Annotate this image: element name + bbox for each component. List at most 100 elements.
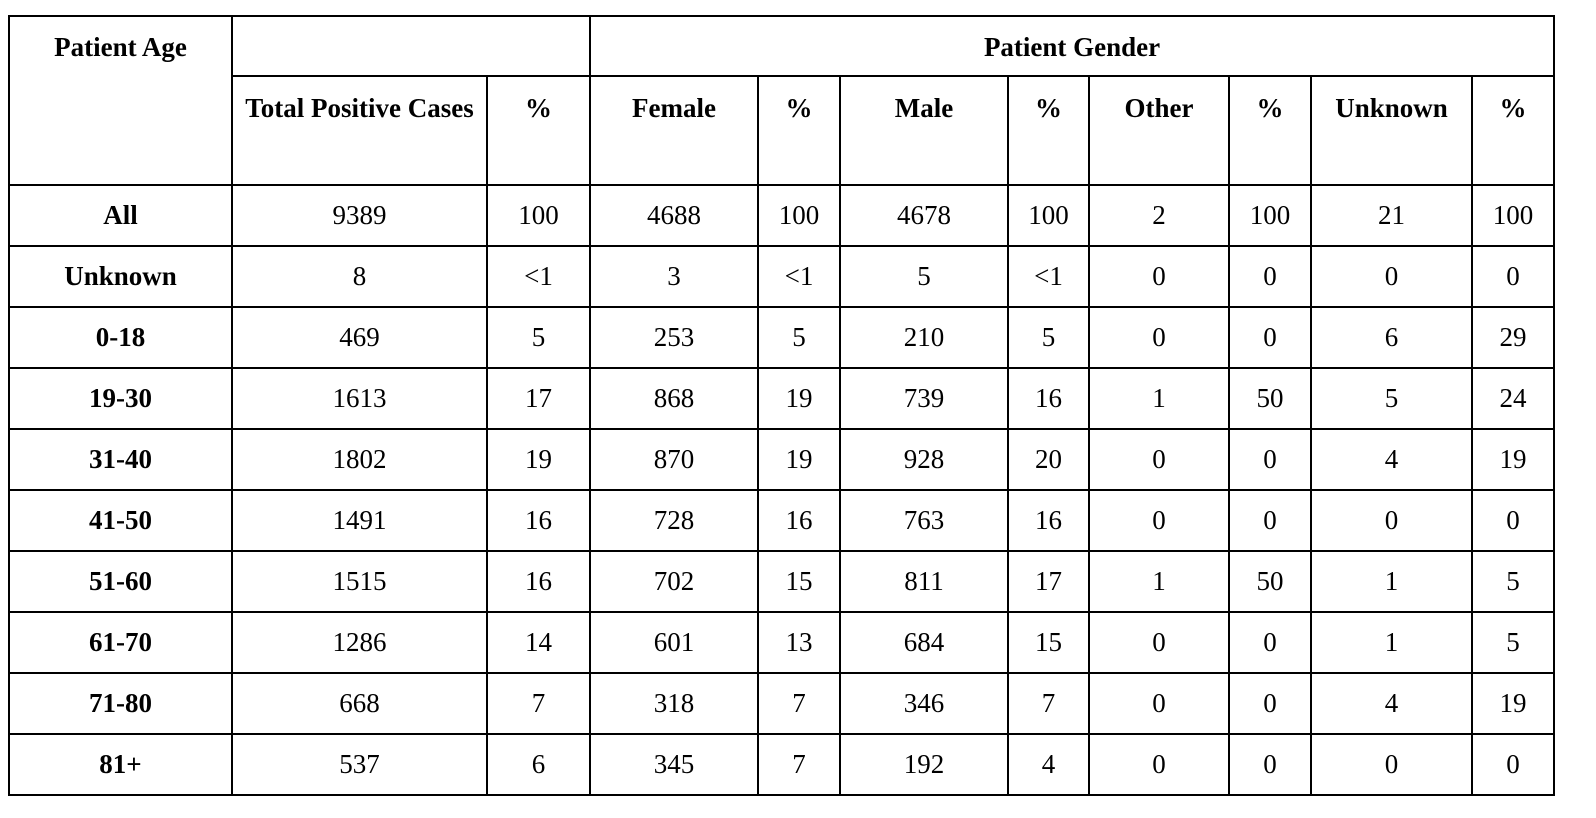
cell: 16 xyxy=(1007,489,1090,552)
data-row: Unknown 8 <1 3 <1 5 <1 0 0 0 0 xyxy=(8,245,1556,308)
cell: 16 xyxy=(486,489,591,552)
cell: 17 xyxy=(486,367,591,430)
cell: 20 xyxy=(1007,428,1090,491)
row-label: 81+ xyxy=(8,733,233,796)
cell: 469 xyxy=(231,306,488,369)
cell: 0 xyxy=(1088,428,1230,491)
cell: 100 xyxy=(486,184,591,247)
cell: 684 xyxy=(839,611,1009,674)
cell: 24 xyxy=(1470,367,1556,430)
cell: 1613 xyxy=(231,367,488,430)
cell: 0 xyxy=(1228,306,1312,369)
column-header: % xyxy=(1007,75,1090,186)
data-row: 31-40 1802 19 870 19 928 20 0 0 4 19 xyxy=(8,428,1556,491)
cell: 100 xyxy=(1228,184,1312,247)
cell: 0 xyxy=(1088,245,1230,308)
row-label: 71-80 xyxy=(8,672,233,735)
cell: 0 xyxy=(1228,733,1312,796)
data-row: All 9389 100 4688 100 4678 100 2 100 21 100 xyxy=(8,184,1556,247)
cell: <1 xyxy=(757,245,841,308)
cell: 5 xyxy=(757,306,841,369)
cell: 5 xyxy=(1470,550,1556,613)
cell: 0 xyxy=(1088,306,1230,369)
table-body: Patient Age Patient Gender Total Positiv… xyxy=(8,15,1556,796)
cell: 6 xyxy=(486,733,591,796)
cell: 870 xyxy=(589,428,759,491)
cell: 1 xyxy=(1310,550,1473,613)
cell: 29 xyxy=(1470,306,1556,369)
cell: 16 xyxy=(757,489,841,552)
row-label: 0-18 xyxy=(8,306,233,369)
cell: 1286 xyxy=(231,611,488,674)
cell: 253 xyxy=(589,306,759,369)
empty-header xyxy=(231,15,591,77)
column-header: Unknown xyxy=(1310,75,1473,186)
row-label: All xyxy=(8,184,233,247)
cell: 15 xyxy=(1007,611,1090,674)
cell: <1 xyxy=(486,245,591,308)
cell: 4678 xyxy=(839,184,1009,247)
cell: 537 xyxy=(231,733,488,796)
cell: 763 xyxy=(839,489,1009,552)
cell: 2 xyxy=(1088,184,1230,247)
cell: 739 xyxy=(839,367,1009,430)
cell: 702 xyxy=(589,550,759,613)
cell: 7 xyxy=(757,733,841,796)
cell: 0 xyxy=(1228,672,1312,735)
cell: 5 xyxy=(839,245,1009,308)
cell: 601 xyxy=(589,611,759,674)
cell: 7 xyxy=(757,672,841,735)
cell: 1491 xyxy=(231,489,488,552)
cell: 7 xyxy=(1007,672,1090,735)
cell: 19 xyxy=(757,367,841,430)
cell: 100 xyxy=(1470,184,1556,247)
cell: 0 xyxy=(1088,611,1230,674)
cell: 19 xyxy=(486,428,591,491)
cell: 8 xyxy=(231,245,488,308)
data-row: 81+ 537 6 345 7 192 4 0 0 0 0 xyxy=(8,733,1556,796)
cell: 0 xyxy=(1228,245,1312,308)
data-row: 71-80 668 7 318 7 346 7 0 0 4 19 xyxy=(8,672,1556,735)
row-label: 41-50 xyxy=(8,489,233,552)
data-row: 51-60 1515 16 702 15 811 17 1 50 1 5 xyxy=(8,550,1556,613)
cell: 928 xyxy=(839,428,1009,491)
row-label: 61-70 xyxy=(8,611,233,674)
column-header-row: Total Positive Cases% Female% Male% Other% U… xyxy=(9,75,1556,186)
cell: 5 xyxy=(1007,306,1090,369)
cell: 19 xyxy=(757,428,841,491)
cell: 1 xyxy=(1088,367,1230,430)
cell: 50 xyxy=(1228,550,1312,613)
cell: 6 xyxy=(1310,306,1473,369)
gender-header: Patient Gender xyxy=(588,15,1556,77)
column-header: % xyxy=(757,75,841,186)
cell: 0 xyxy=(1310,733,1473,796)
cell: 1515 xyxy=(231,550,488,613)
cell: 0 xyxy=(1470,245,1556,308)
column-header: % xyxy=(1228,75,1312,186)
cell: 5 xyxy=(486,306,591,369)
cell: 0 xyxy=(1470,489,1556,552)
row-label: 19-30 xyxy=(8,367,233,430)
cell: 1802 xyxy=(231,428,488,491)
cell: 318 xyxy=(589,672,759,735)
cell: 0 xyxy=(1228,489,1312,552)
cell: 728 xyxy=(589,489,759,552)
cell: 14 xyxy=(486,611,591,674)
cell: 13 xyxy=(757,611,841,674)
row-label: 31-40 xyxy=(8,428,233,491)
data-table: Patient Age Patient Gender Total Positiv… xyxy=(8,15,1556,796)
cell: 0 xyxy=(1088,489,1230,552)
cell: 0 xyxy=(1228,428,1312,491)
cell: 9389 xyxy=(231,184,488,247)
cell: 0 xyxy=(1310,245,1473,308)
column-header: Total Positive Cases xyxy=(231,75,488,186)
data-row: 61-70 1286 14 601 13 684 15 0 0 1 5 xyxy=(8,611,1556,674)
cell: 50 xyxy=(1228,367,1312,430)
column-header: Female xyxy=(589,75,759,186)
data-row: 0-18 469 5 253 5 210 5 0 0 6 29 xyxy=(8,306,1556,369)
column-header: Male xyxy=(839,75,1009,186)
cell: 100 xyxy=(757,184,841,247)
cell: 1 xyxy=(1088,550,1230,613)
cell: 210 xyxy=(839,306,1009,369)
column-header: % xyxy=(486,75,591,186)
